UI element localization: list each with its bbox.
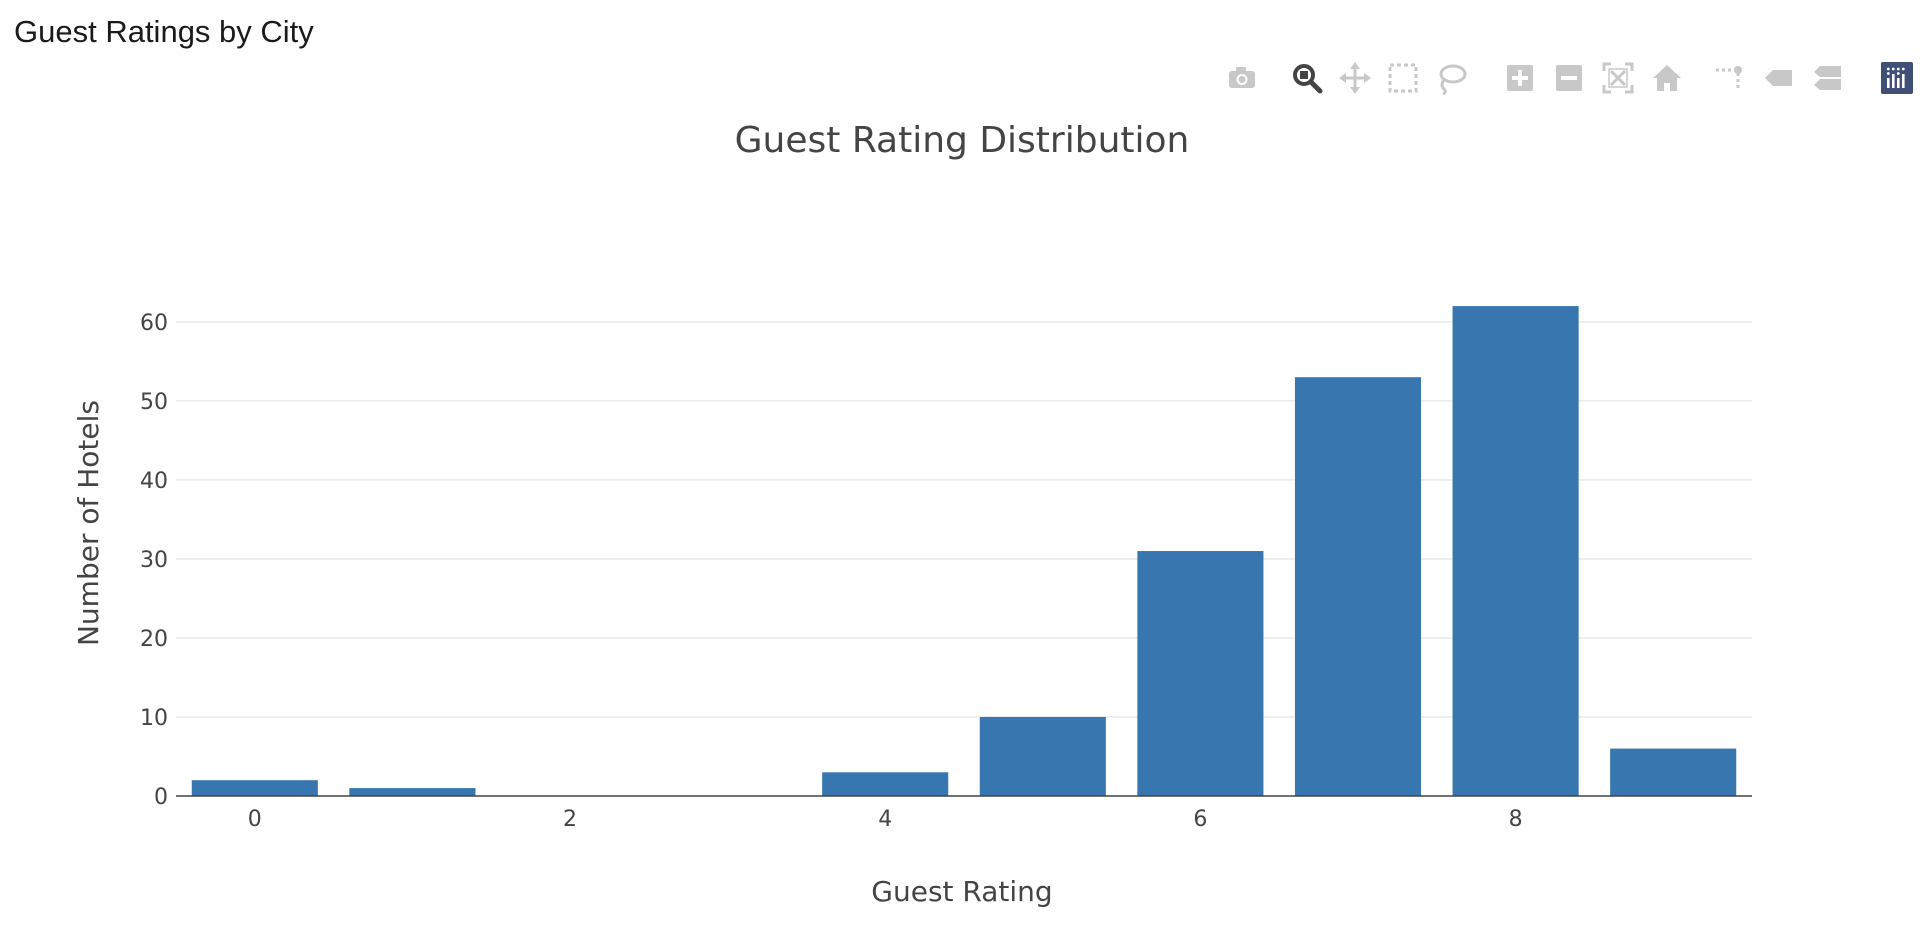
lasso-select-button[interactable] [1431,58,1471,98]
zoom-out-button[interactable] [1549,58,1589,98]
y-tick-label: 30 [140,548,168,573]
plotly-logo-icon [1881,62,1913,94]
reset-axes-icon [1653,65,1681,91]
x-tick-label: 6 [1193,807,1207,832]
axes: 0 10 20 30 40 50 60 0 2 4 6 8 [140,311,1752,832]
autoscale-icon [1602,62,1634,94]
x-tick-label: 2 [563,807,577,832]
y-tick-label: 40 [140,469,168,494]
pan-icon [1339,62,1371,94]
bar-rating-5[interactable] [979,716,1106,796]
bar-rating-9[interactable] [1610,748,1737,796]
toggle-spike-lines-icon [1716,66,1742,91]
zoom-out-icon [1556,65,1582,91]
zoom-in-icon [1507,65,1533,91]
bar-rating-6[interactable] [1137,551,1264,796]
bar-rating-4[interactable] [822,772,949,796]
camera-icon [1229,67,1255,88]
zoom-button[interactable] [1287,58,1327,98]
x-tick-label: 4 [878,807,892,832]
plotly-logo-button[interactable] [1877,58,1917,98]
toggle-spike-lines-button[interactable] [1709,58,1749,98]
bar-rating-1[interactable] [349,788,476,796]
y-tick-label: 50 [140,390,168,415]
hover-closest-icon [1765,70,1792,86]
hover-compare-icon [1814,66,1841,90]
bars [191,306,1737,796]
hover-compare-button[interactable] [1807,58,1847,98]
bar-rating-8[interactable] [1452,306,1579,796]
box-select-button[interactable] [1383,58,1423,98]
bar-rating-7[interactable] [1294,377,1422,796]
zoom-in-button[interactable] [1500,58,1540,98]
x-tick-label: 8 [1509,807,1523,832]
x-tick-label: 0 [248,807,262,832]
autoscale-button[interactable] [1598,58,1638,98]
x-axis-label: Guest Rating [871,875,1052,908]
y-tick-label: 0 [154,785,168,810]
hover-closest-button[interactable] [1758,58,1798,98]
chart-title: Guest Rating Distribution [735,120,1190,161]
camera-button[interactable] [1222,58,1262,98]
zoom-icon [1293,64,1323,94]
y-tick-label: 60 [140,311,168,336]
reset-axes-button[interactable] [1647,58,1687,98]
y-tick-label: 20 [140,627,168,652]
bar-rating-0[interactable] [191,780,318,796]
box-select-icon [1388,63,1418,93]
y-tick-label: 10 [140,706,168,731]
pan-button[interactable] [1335,58,1375,98]
page-title: Guest Ratings by City [14,14,314,49]
lasso-select-icon [1439,64,1467,95]
y-axis-label: Number of Hotels [72,400,105,646]
